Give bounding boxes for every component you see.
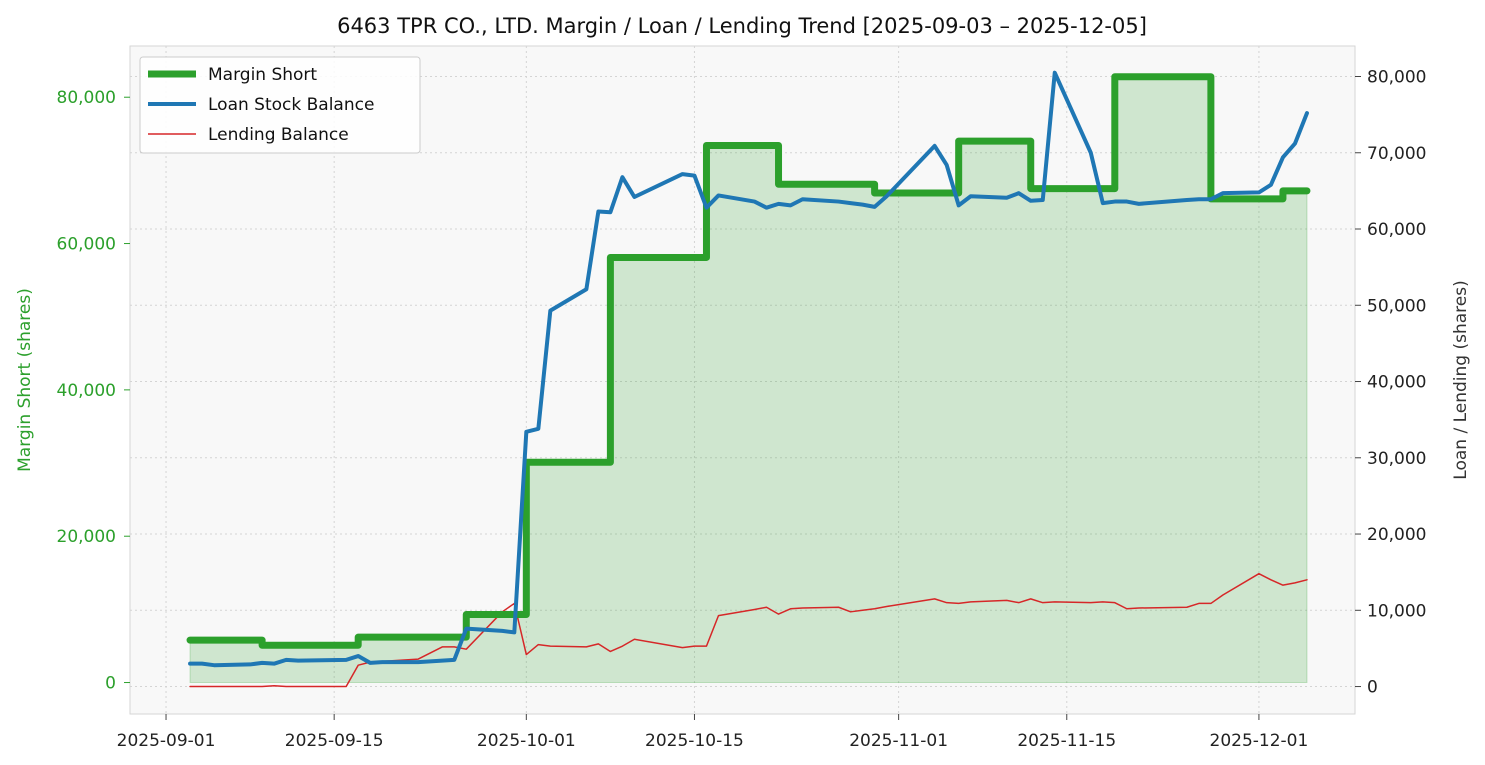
y-right-tick-label-10-000: 10,000 [1367,601,1426,621]
y-left-tick-label-40-000: 40,000 [57,381,116,401]
y-axis-left-label: Margin Short (shares) [15,288,35,472]
y-left-tick-label-20-000: 20,000 [57,527,116,547]
series-layer [186,70,1311,688]
legend-label-lending-balance: Lending Balance [208,125,349,145]
x-tick-label-2025-11-15: 2025-11-15 [1017,731,1116,751]
y-right-tick-label-20-000: 20,000 [1367,525,1426,545]
chart-title: 6463 TPR CO., LTD. Margin / Loan / Lendi… [337,14,1147,38]
y-right-tick-label-80-000: 80,000 [1367,68,1426,88]
y-axis-right-label: Loan / Lending (shares) [1451,280,1471,479]
series-line-margin-short [186,73,1311,649]
y-right-tick-label-0: 0 [1367,678,1378,698]
legend-label-loan-stock-balance: Loan Stock Balance [208,95,374,115]
y-left-tick-label-60-000: 60,000 [57,235,116,255]
x-tick-label-2025-11-01: 2025-11-01 [849,731,948,751]
y-right-tick-label-70-000: 70,000 [1367,144,1426,164]
y-right-tick-label-40-000: 40,000 [1367,373,1426,393]
y-right-tick-label-50-000: 50,000 [1367,296,1426,316]
axes: 2025-09-01 2025-09-15 2025-10-01 2025-10-15… [57,68,1427,751]
y-right-tick-label-60-000: 60,000 [1367,220,1426,240]
y-left-tick-label-80-000: 80,000 [57,88,116,108]
x-tick-label-2025-10-15: 2025-10-15 [645,731,744,751]
x-tick-label-2025-10-01: 2025-10-01 [477,731,576,751]
y-right-tick-label-30-000: 30,000 [1367,449,1426,469]
series-line-loan-stock-balance [188,70,1309,668]
x-tick-label-2025-12-01: 2025-12-01 [1210,731,1309,751]
y-left-tick-label-0: 0 [105,674,116,694]
x-tick-label-2025-09-01: 2025-09-01 [117,731,216,751]
legend: Margin Short Loan Stock Balance Lending … [139,56,421,154]
legend-label-margin-short: Margin Short [208,65,317,85]
x-tick-label-2025-09-15: 2025-09-15 [285,731,384,751]
legend-box [139,56,421,154]
